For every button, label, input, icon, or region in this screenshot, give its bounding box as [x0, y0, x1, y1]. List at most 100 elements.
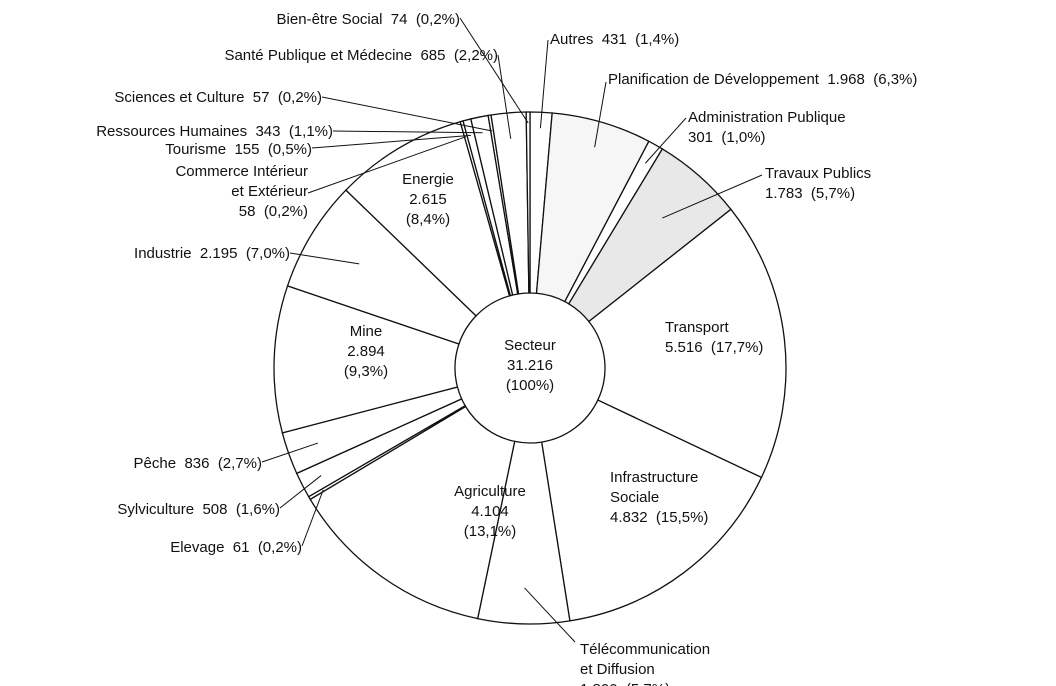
percentage-label: (13,1%) [463, 523, 517, 540]
category-name: Travaux Publics [765, 165, 872, 182]
percentage-label: (6,3%) [873, 71, 918, 88]
leader-line [321, 96, 493, 132]
category-name: Mine [349, 323, 383, 340]
leader-line [459, 17, 529, 124]
leader-line [332, 130, 483, 134]
category-name: Santé Publique et Médecine [224, 47, 413, 64]
value-label: 1.783 [765, 185, 803, 202]
value-label: 343 [255, 123, 281, 140]
donut-slice [273, 285, 460, 434]
value-label: 5.516 [665, 339, 703, 356]
leader-line [307, 136, 467, 194]
value-label: 61 [232, 539, 250, 556]
slice-label: Energie 2.615 (8,4%) [328, 170, 528, 230]
percentage-label: (2,2%) [453, 47, 498, 64]
value-label: 74 [390, 11, 408, 28]
category-name: Tourisme [165, 141, 227, 158]
category-name: Energie [402, 171, 454, 188]
value-label: 1.800 [580, 681, 618, 686]
slice-label: Ressources Humaines 343 (1,1%) [96, 122, 333, 142]
slice-label: Télécommunication et Diffusion 1.800 (5,7… [580, 640, 710, 686]
percentage-label: (1,4%) [635, 31, 680, 48]
percentage-label: (0,2%) [415, 11, 460, 28]
value-label: 1.968 [827, 71, 865, 88]
category-name: Sciences et Culture [114, 89, 245, 106]
category-name: Elevage [170, 539, 225, 556]
value-label: 4.832 [610, 509, 648, 526]
slice-label: Travaux Publics 1.783 (5,7%) [765, 164, 871, 204]
percentage-label: (1,6%) [235, 501, 280, 518]
slice-label: Planification de Développement 1.968 (6,… [608, 70, 917, 90]
category-name: Industrie [134, 245, 192, 262]
slice-label: Industrie 2.195 (7,0%) [134, 244, 290, 264]
leader-line [662, 174, 763, 219]
percentage-label: (5,7%) [626, 681, 670, 686]
percentage-label: (9,3%) [343, 363, 389, 380]
slice-label: Sylviculture 508 (1,6%) [117, 500, 280, 520]
donut-slice [309, 405, 516, 620]
percentage-label: (1,0%) [721, 129, 766, 146]
donut-slice [587, 208, 787, 479]
leader-line [539, 39, 549, 129]
donut-slice [540, 399, 763, 622]
value-label: 2.894 [347, 343, 385, 360]
value-label: 2.615 [409, 191, 447, 208]
leader-line [289, 252, 360, 265]
value-label: 836 [184, 455, 210, 472]
category-name: Télécommunication et Diffusion [580, 641, 711, 678]
leader-line [524, 587, 576, 643]
slice-label: Mine 2.894 (9,3%) [266, 322, 466, 382]
value-label: 155 [234, 141, 260, 158]
slice-label: Infrastructure Sociale 4.832 (15,5%) [610, 468, 708, 528]
category-name: Ressources Humaines [96, 123, 248, 140]
percentage-label: (17,7%) [710, 339, 764, 356]
category-name: Commerce Intérieur et Extérieur [175, 163, 308, 200]
value-label: 431 [601, 31, 627, 48]
center-label: Secteur 31.216 (100%) [455, 336, 605, 396]
percentage-label: (0,5%) [267, 141, 312, 158]
slice-label: Autres 431 (1,4%) [550, 30, 679, 50]
percentage-label: (7,0%) [245, 245, 290, 262]
percentage-label: (8,4%) [405, 211, 451, 228]
category-name: Infrastructure Sociale [610, 469, 699, 506]
category-name: Sylviculture [117, 501, 195, 518]
leader-line [644, 117, 687, 164]
slice-label: Administration Publique 301 (1,0%) [688, 108, 846, 148]
category-name: Pêche [133, 455, 177, 472]
category-name: Autres [550, 31, 594, 48]
slice-label: Tourisme 155 (0,5%) [165, 140, 312, 160]
slice-label: Pêche 836 (2,7%) [134, 454, 262, 474]
percentage-label: (0,2%) [277, 89, 322, 106]
value-label: 508 [202, 501, 228, 518]
leader-line [594, 81, 607, 148]
leader-line [311, 134, 471, 149]
center-title: Secteur [504, 337, 556, 354]
leader-line [261, 442, 319, 463]
center-percent: (100%) [505, 377, 555, 394]
slice-label: Santé Publique et Médecine 685 (2,2%) [224, 46, 498, 66]
leader-line [301, 489, 324, 547]
slice-label: Bien-être Social 74 (0,2%) [277, 10, 460, 30]
percentage-label: (1,1%) [288, 123, 333, 140]
category-name: Transport [665, 319, 729, 336]
percentage-label: (15,5%) [655, 509, 709, 526]
center-total: 31.216 [507, 357, 553, 374]
leader-line [497, 54, 512, 139]
category-name: Bien-être Social [276, 11, 383, 28]
percentage-label: (0,2%) [257, 539, 302, 556]
value-label: 4.104 [471, 503, 509, 520]
category-name: Planification de Développement [608, 71, 819, 88]
slice-label: Sciences et Culture 57 (0,2%) [114, 88, 322, 108]
value-label: 57 [252, 89, 270, 106]
leader-line [279, 475, 322, 509]
value-label: 685 [420, 47, 446, 64]
value-label: 301 [688, 129, 714, 146]
donut-slice [525, 111, 531, 294]
slice-label: Transport 5.516 (17,7%) [665, 318, 763, 358]
category-name: Administration Publique [688, 109, 846, 126]
value-label: 58 [238, 203, 256, 220]
category-name: Agriculture [454, 483, 526, 500]
slice-label: Elevage 61 (0,2%) [170, 538, 302, 558]
